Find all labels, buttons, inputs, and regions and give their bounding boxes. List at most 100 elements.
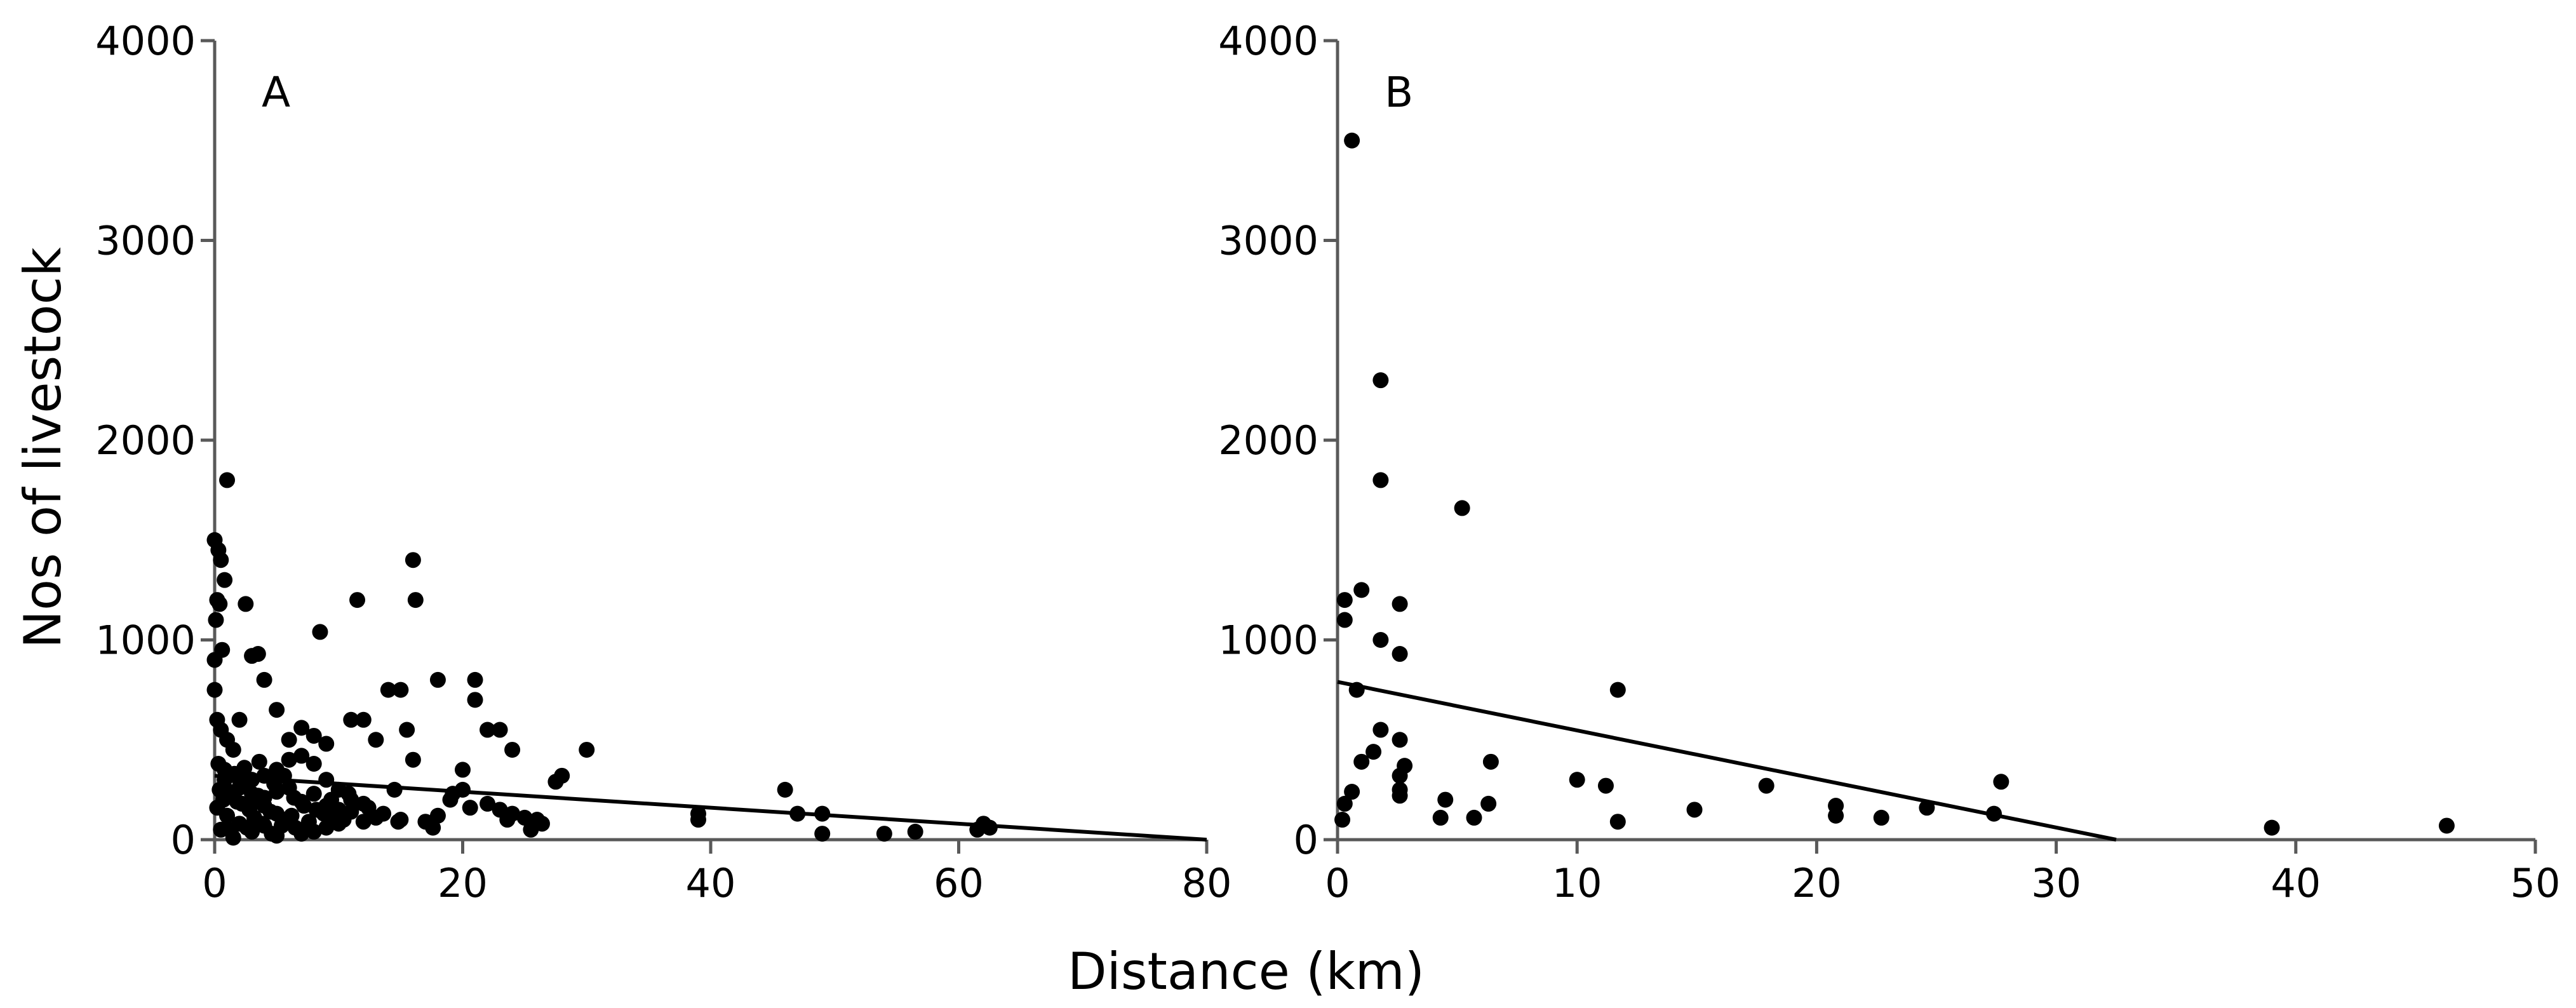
panel-a-data-point <box>296 798 312 814</box>
panel-a-data-point <box>256 790 272 806</box>
panel-a-data-point <box>239 819 255 836</box>
panel-b-data-point <box>1336 592 1353 608</box>
panel-a-y-tick-label: 0 <box>171 817 196 863</box>
panel-a-data-point <box>293 748 310 764</box>
panel-a-data-point <box>467 671 483 688</box>
panel-a-data-point <box>355 814 372 830</box>
panel-a-data-point <box>219 472 236 488</box>
panel-b-data-point <box>1344 784 1360 800</box>
panel-b-data-point <box>1336 795 1353 812</box>
panel-a-data-point <box>312 624 328 640</box>
panel-a-data-point <box>547 774 564 790</box>
panel-a-data-point <box>211 596 228 612</box>
panel-a-data-point <box>213 552 229 568</box>
panel-a-x-tick-label: 40 <box>686 860 736 906</box>
panel-a-data-point <box>425 819 441 836</box>
panel-b-y-tick-label: 1000 <box>1218 617 1318 664</box>
panel-a-data-point <box>690 805 706 822</box>
panel-b-data-point <box>1597 777 1614 794</box>
panel-a-data-point <box>293 720 310 736</box>
panel-a-data-point <box>256 671 272 688</box>
panel-a-data-point <box>236 760 253 776</box>
panel-a-data-point <box>206 682 223 698</box>
panel-b-data-point <box>1480 795 1497 812</box>
panel-a-data-point <box>492 722 508 738</box>
panel-a-data-point <box>253 816 270 832</box>
panel-a-data-point <box>250 646 266 662</box>
panel-b-y-tick-label: 3000 <box>1218 218 1318 264</box>
panel-b-x-tick-label: 20 <box>1792 860 1842 906</box>
panel-a-data-point <box>293 826 310 842</box>
panel-a-data-point <box>349 592 366 608</box>
panel-a-y-tick-label: 2000 <box>95 417 196 464</box>
panel-a-data-point <box>305 786 322 802</box>
panel-a-x-tick-label: 80 <box>1182 860 1232 906</box>
panel-a-data-point <box>386 781 403 798</box>
panel-b-data-point <box>1609 814 1626 830</box>
panel-a-data-point <box>405 751 421 768</box>
panel-b-x-tick-label: 0 <box>1325 860 1350 906</box>
panel-a-data-point <box>907 823 923 840</box>
panel-b-data-point <box>1372 472 1389 488</box>
panel-a-data-point <box>343 711 359 728</box>
panel-a-data-point <box>876 826 892 842</box>
panel-b-x-tick-label: 50 <box>2511 860 2561 906</box>
panel-b-data-point <box>1365 744 1382 760</box>
panel-a-x-tick-label: 60 <box>934 860 984 906</box>
panel-a-x-tick-label: 20 <box>438 860 488 906</box>
panel-a-data-point <box>390 814 406 830</box>
panel-a-data-point <box>323 791 340 808</box>
panel-a-data-point <box>392 682 409 698</box>
panel-a-data-point <box>429 807 446 824</box>
panel-a-data-point <box>533 816 550 832</box>
panel-a-label: A <box>262 68 290 117</box>
panel-a-data-point <box>225 741 241 758</box>
panel-b-data-point <box>1454 500 1470 516</box>
panel-a-data-point <box>814 826 831 842</box>
panel-a-data-point <box>238 596 254 612</box>
panel-b-y-tick-label: 0 <box>1294 817 1318 863</box>
panel-a-data-point <box>368 732 384 748</box>
panel-a-data-point <box>399 722 415 738</box>
panel-a-data-point <box>308 802 325 818</box>
panel-a-data-point <box>214 642 231 658</box>
panel-b-data-point <box>1758 777 1774 794</box>
panel-b-x-tick-label: 30 <box>2031 860 2081 906</box>
panel-b-x-tick-label: 10 <box>1552 860 1602 906</box>
panel-a-data-point <box>217 572 233 588</box>
panel-a-data-point <box>318 736 335 752</box>
panel-a-data-point <box>516 809 533 826</box>
panel-a-data-point <box>360 800 377 816</box>
panel-a-data-point <box>380 682 396 698</box>
panel-a-x-tick-label: 0 <box>202 860 227 906</box>
panel-a-y-tick-label: 4000 <box>95 18 196 64</box>
panel-b-data-point <box>1336 612 1353 628</box>
panel-b-data-point <box>2438 817 2455 834</box>
panel-b-x-tick-label: 40 <box>2271 860 2321 906</box>
panel-b-y-tick-label: 4000 <box>1218 18 1318 64</box>
panel-b-data-point <box>1392 732 1408 748</box>
y-axis-title: Nos of livestock <box>13 246 72 648</box>
panel-b-data-point <box>1993 774 2009 790</box>
panel-a: 0 1000 2000 3000 4000 0 20 40 60 80 A <box>95 18 1231 906</box>
panel-a-data-point <box>231 779 248 796</box>
panel-b-data-point <box>1372 722 1389 738</box>
x-axis-title: Distance (km) <box>1068 942 1425 1001</box>
panel-b-data-point <box>1482 753 1499 770</box>
panel-a-data-point <box>777 781 793 798</box>
panel-a-data-point <box>462 800 478 816</box>
panel-a-data-point <box>305 755 322 772</box>
panel-b-y-tick-label: 2000 <box>1218 417 1318 464</box>
panel-b-data-point <box>1466 809 1482 826</box>
panel-b-trendline <box>1337 680 2117 842</box>
panel-a-data-point <box>281 732 297 748</box>
panel-a-data-point <box>244 795 260 812</box>
panel-a-data-point <box>480 795 496 812</box>
panel-a-data-point <box>445 786 461 802</box>
panel-a-data-point <box>219 788 236 804</box>
panel-a-data-point <box>318 772 335 788</box>
panel-b-data-point <box>1437 791 1454 808</box>
panel-a-data-point <box>305 727 322 744</box>
panel-a-data-point <box>504 741 521 758</box>
